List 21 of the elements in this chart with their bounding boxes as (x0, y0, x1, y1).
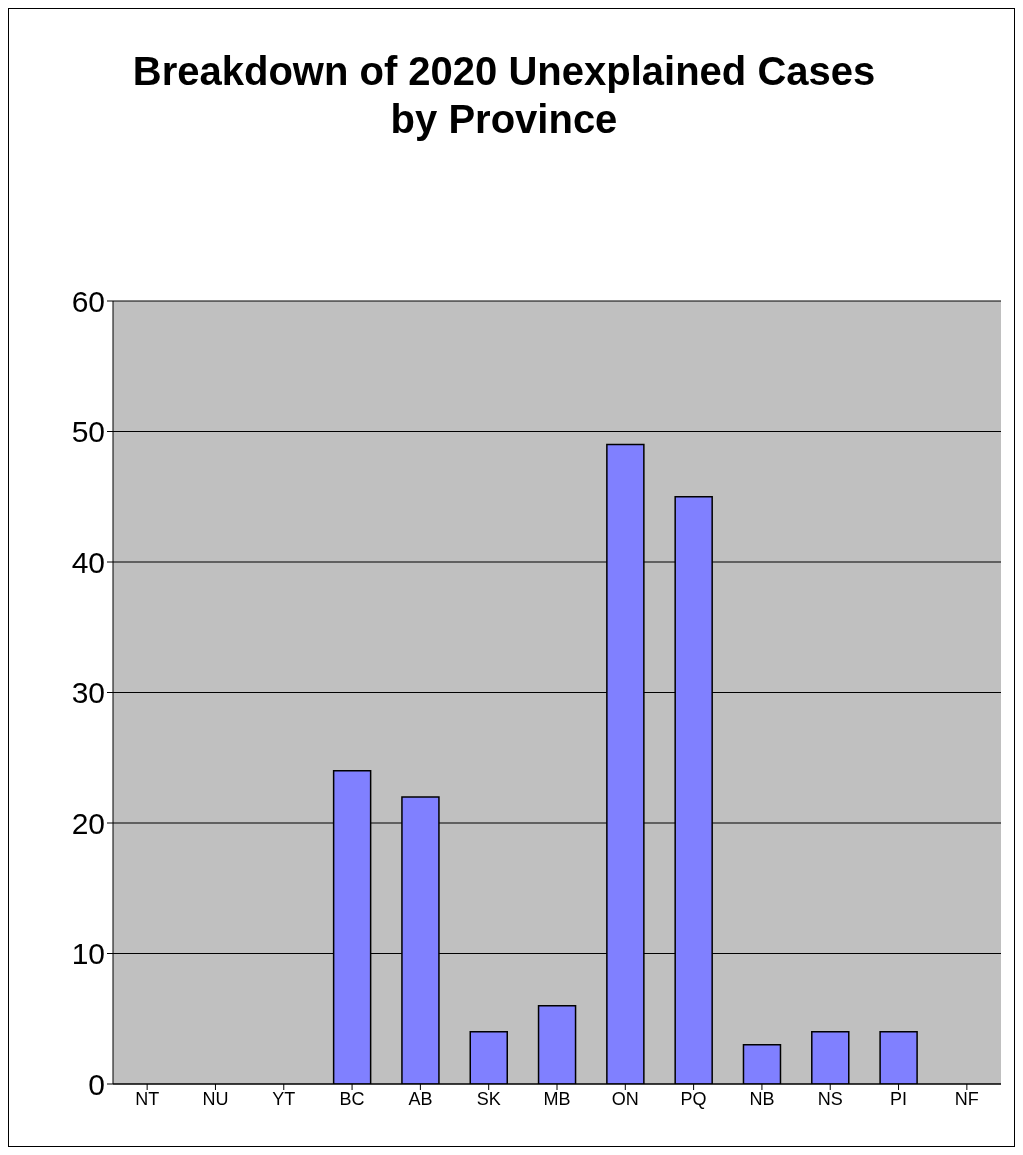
y-tick-label: 0 (88, 1067, 105, 1101)
x-tick-label: NT (135, 1088, 160, 1109)
x-tick-label: PQ (680, 1088, 707, 1109)
y-tick-label: 50 (71, 415, 105, 449)
x-tick-label: MB (543, 1088, 571, 1109)
x-tick-label: NU (202, 1088, 229, 1109)
y-tick-label: 30 (71, 676, 105, 710)
x-tick-label: BC (339, 1088, 365, 1109)
x-tick-label: AB (408, 1088, 433, 1109)
y-tick-label: 10 (71, 937, 105, 971)
y-tick-label: 40 (71, 545, 105, 579)
x-tick-label: NF (954, 1088, 979, 1109)
x-tick-label: NS (817, 1088, 843, 1109)
x-tick-label: ON (611, 1088, 639, 1109)
x-tick-label: PI (890, 1088, 908, 1109)
x-tick-label: SK (476, 1088, 501, 1109)
y-tick-label: 60 (71, 284, 105, 318)
x-tick-label: YT (272, 1088, 296, 1109)
chart-title: Breakdown of 2020 Unexplained Cases by Province (131, 48, 877, 143)
x-tick-label: NB (749, 1088, 775, 1109)
y-tick-label: 20 (71, 806, 105, 840)
